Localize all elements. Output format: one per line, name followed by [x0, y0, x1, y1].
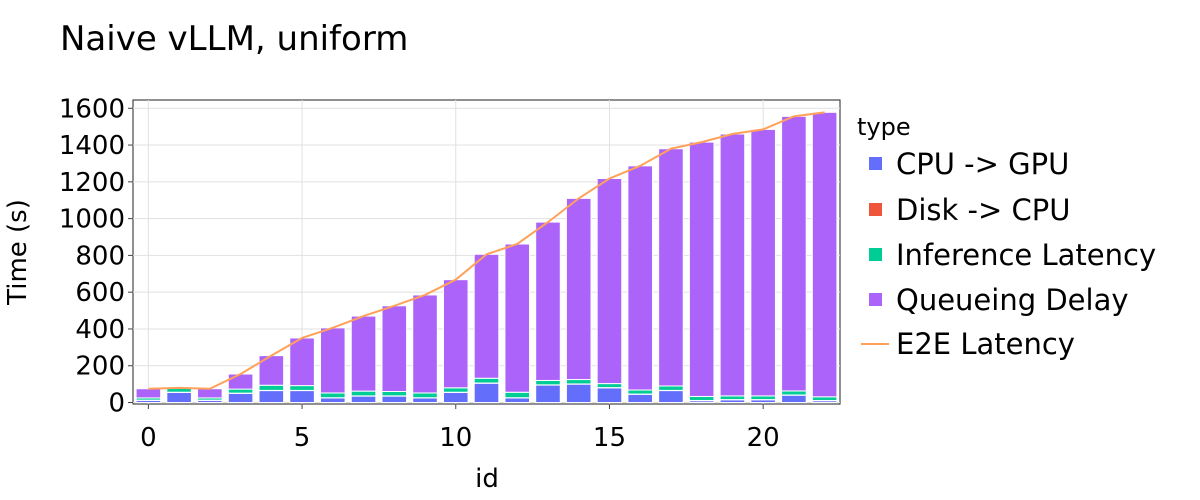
bar-segment [504, 243, 531, 393]
bar-segment [565, 197, 592, 381]
bar-segment [781, 115, 807, 392]
bar-segment [412, 397, 438, 404]
bar-segment [688, 141, 715, 397]
bar-segment [811, 396, 838, 402]
bar-segment [473, 382, 500, 404]
bar-segment [750, 395, 776, 401]
bar-segment [442, 391, 469, 404]
y-tick-label: 200 [75, 352, 125, 382]
bar-segment [750, 128, 776, 397]
bar-segment [565, 379, 592, 385]
legend: type CPU -> GPU Disk -> CPU Inference Late… [857, 113, 1156, 361]
legend-swatch [869, 157, 882, 170]
bar-segment [350, 395, 377, 404]
legend-label: Disk -> CPU [896, 193, 1070, 227]
bar-segment [781, 390, 807, 396]
legend-swatch [869, 203, 882, 216]
bar-segment [596, 383, 623, 389]
bar-segment [381, 395, 408, 404]
y-tick-label: 400 [75, 315, 125, 345]
bar-segment [289, 390, 315, 404]
bar-segment [535, 379, 561, 386]
bar-segment [658, 148, 684, 387]
bar-segment [381, 390, 408, 397]
bar-segment [227, 388, 254, 394]
bar-segment [658, 390, 684, 404]
x-tick-label: 10 [439, 423, 472, 453]
bar-segment [350, 390, 377, 397]
bar-segment [227, 373, 254, 390]
bar-segment [811, 111, 838, 398]
bar-segment [658, 385, 684, 391]
bar-segment [166, 391, 192, 404]
y-tick-label: 1600 [59, 94, 125, 124]
bar-segment [627, 389, 653, 395]
bar-segment [289, 337, 315, 387]
y-axis-label: Time (s) [3, 199, 33, 306]
bar-segment [289, 385, 315, 391]
bar-segment [442, 387, 469, 393]
x-tick-label: 0 [140, 423, 157, 453]
bar-stacks [135, 111, 838, 404]
bar-segment [781, 394, 807, 404]
y-tick-label: 1200 [59, 168, 125, 198]
bar-segment [504, 391, 531, 399]
bar-segment [350, 315, 377, 392]
bar-segment [688, 395, 715, 402]
bar-segment [535, 221, 561, 381]
bar-segment [473, 377, 500, 384]
e2e-line-layer [148, 111, 825, 390]
bar-segment [412, 392, 438, 399]
bar-segment [504, 397, 531, 404]
bar-segment [535, 384, 561, 404]
bar-segment [258, 384, 285, 391]
bar-segment [320, 392, 346, 399]
legend-title: type [857, 113, 911, 141]
bar-segment [381, 305, 408, 392]
bar-segment [565, 383, 592, 404]
legend-swatch [869, 293, 882, 306]
bar-segment [627, 393, 653, 404]
legend-label: Queueing Delay [896, 283, 1129, 317]
bar-segment [412, 294, 438, 394]
bar-segment [197, 388, 223, 399]
legend-swatch [869, 248, 882, 261]
x-tick-label: 20 [747, 423, 780, 453]
bar-segment [227, 392, 254, 404]
x-tick-label: 5 [294, 423, 311, 453]
bar-segment [596, 387, 623, 404]
x-tick-label: 15 [593, 423, 626, 453]
e2e-latency-line [148, 111, 825, 390]
y-tick-label: 1000 [59, 205, 125, 235]
bar-segment [320, 327, 346, 394]
legend-label: E2E Latency [896, 327, 1075, 361]
x-axis-ticks: 0 5 10 15 20 [140, 404, 780, 453]
bar-segment [442, 279, 469, 389]
x-axis-label: id [475, 464, 499, 494]
legend-label: CPU -> GPU [896, 147, 1069, 181]
bar-segment [135, 388, 162, 399]
legend-label: Inference Latency [896, 238, 1156, 272]
y-axis-ticks: 0 200 400 600 800 1000 1200 1400 1600 [59, 94, 133, 419]
bar-segment [719, 395, 746, 401]
chart-title: Naive vLLM, uniform [60, 19, 408, 59]
bar-segment [596, 178, 623, 385]
y-tick-label: 800 [75, 241, 125, 271]
bar-segment [719, 133, 746, 397]
bar-segment [258, 390, 285, 404]
y-tick-label: 1400 [59, 131, 125, 161]
y-tick-label: 0 [108, 389, 125, 419]
bar-segment [627, 165, 653, 391]
bar-segment [320, 397, 346, 404]
y-tick-label: 600 [75, 278, 125, 308]
bar-segment [473, 253, 500, 379]
